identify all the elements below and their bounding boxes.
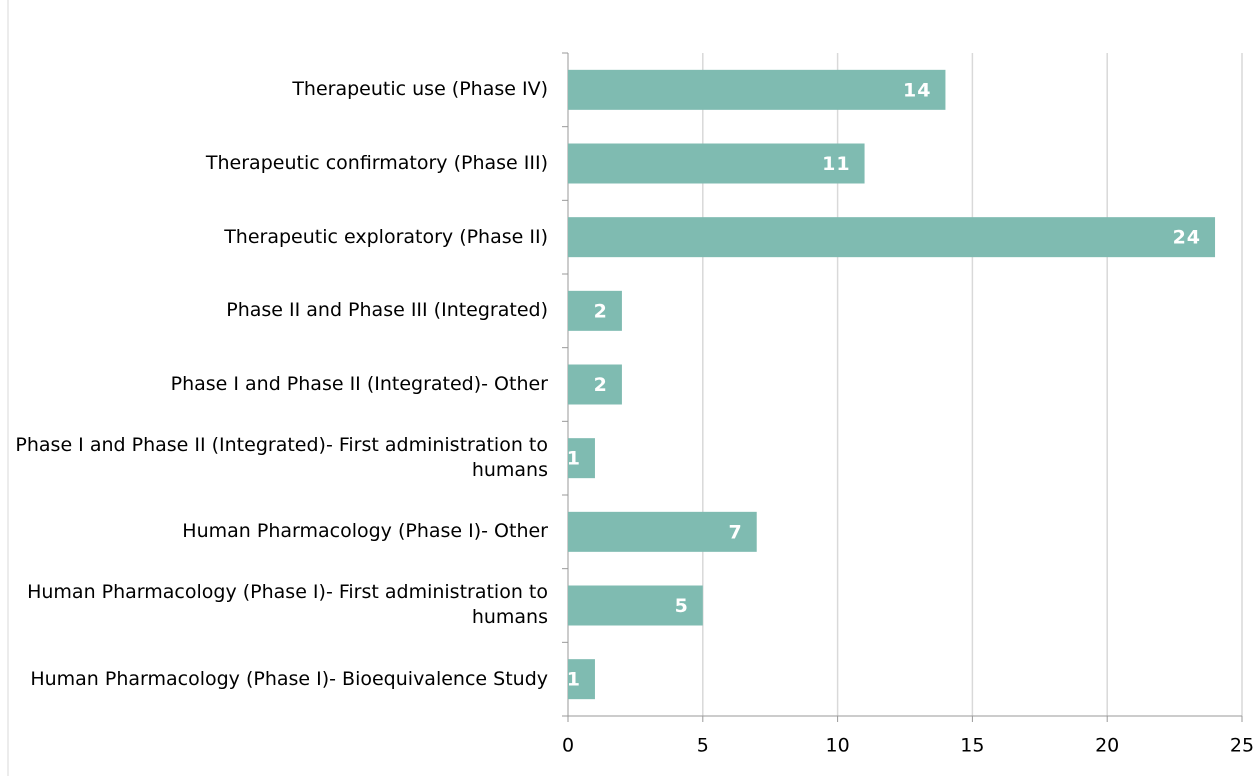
bar	[568, 585, 703, 626]
bar	[568, 69, 946, 110]
data-label: 2	[594, 300, 608, 322]
x-tick-label: 20	[1095, 735, 1119, 757]
data-label: 5	[675, 595, 689, 617]
y-tick-label: Human Pharmacology (Phase I)- Other	[182, 520, 548, 543]
bar	[568, 659, 595, 700]
data-label: 1	[567, 669, 581, 691]
y-tick-label: Phase II and Phase III (Integrated)	[226, 299, 548, 322]
bar	[568, 511, 757, 552]
y-tick-label: Human Pharmacology (Phase I)- Bioequival…	[30, 667, 548, 690]
data-label: 1	[567, 448, 581, 470]
bar	[568, 217, 1216, 258]
x-tick-label: 10	[826, 735, 850, 757]
y-tick-label: Phase I and Phase II (Integrated)- First…	[15, 434, 548, 482]
x-tick-label: 5	[697, 735, 709, 757]
x-tick-label: 25	[1230, 735, 1254, 757]
y-tick-label: Therapeutic exploratory (Phase II)	[224, 225, 548, 248]
y-tick-label: Therapeutic use (Phase IV)	[292, 78, 548, 101]
y-tick-label: Phase I and Phase II (Integrated)- Other	[170, 372, 548, 395]
y-tick-label: Human Pharmacology (Phase I)- First admi…	[27, 581, 548, 629]
data-label: 7	[728, 521, 742, 543]
x-tick-label: 0	[562, 735, 574, 757]
data-label: 14	[903, 79, 931, 101]
data-label: 2	[594, 374, 608, 396]
data-label: 11	[822, 153, 850, 175]
bar	[568, 290, 622, 331]
data-label: 24	[1173, 227, 1201, 249]
x-tick-label: 15	[960, 735, 984, 757]
bar	[568, 143, 865, 184]
bar	[568, 438, 595, 479]
y-tick-label: Therapeutic confirmatory (Phase III)	[205, 151, 548, 174]
bar	[568, 364, 622, 405]
